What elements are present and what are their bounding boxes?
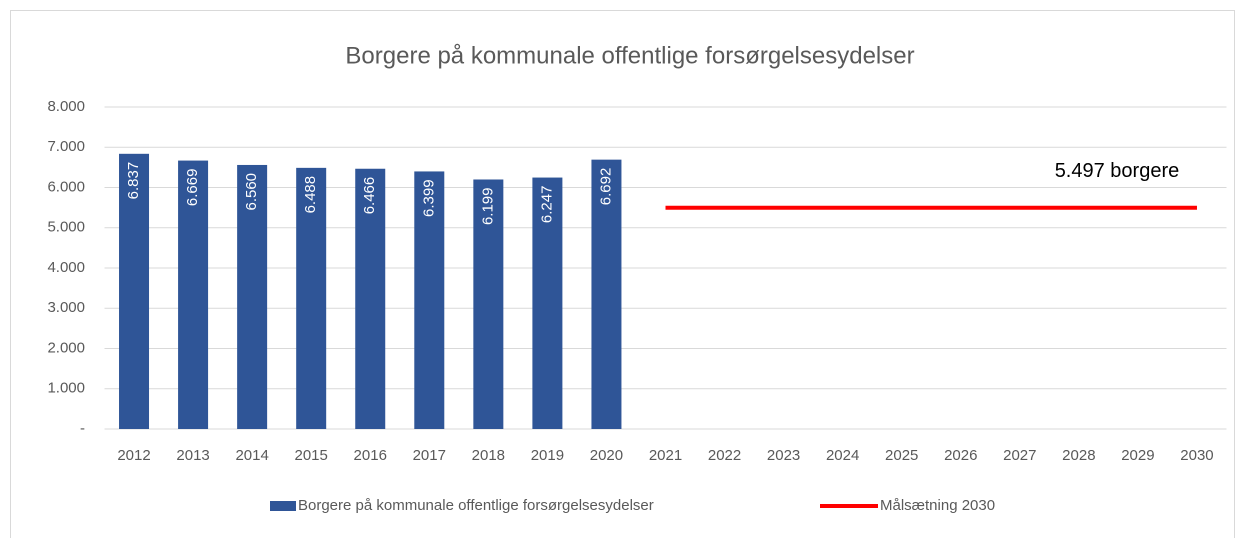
x-tick-label: 2018 bbox=[472, 447, 505, 464]
x-tick-label: 2017 bbox=[413, 447, 446, 464]
x-tick-label: 2019 bbox=[531, 447, 564, 464]
bar bbox=[296, 167, 327, 429]
x-tick-label: 2021 bbox=[649, 447, 682, 464]
y-tick-label: 8.000 bbox=[47, 98, 85, 115]
x-tick-label: 2029 bbox=[1121, 447, 1154, 464]
x-tick-label: 2028 bbox=[1062, 447, 1095, 464]
value-label: 6.692 bbox=[597, 168, 614, 206]
chart-title: Borgere på kommunale offentlige forsørge… bbox=[345, 42, 914, 69]
legend-label: Borgere på kommunale offentlige forsørge… bbox=[298, 497, 654, 514]
value-label: 6.837 bbox=[125, 162, 142, 200]
value-label: 6.669 bbox=[184, 169, 201, 207]
y-tick-label: 2.000 bbox=[47, 339, 85, 356]
x-tick-label: 2023 bbox=[767, 447, 800, 464]
value-label: 6.560 bbox=[243, 173, 260, 211]
legend-swatch bbox=[270, 501, 296, 511]
x-tick-label: 2015 bbox=[294, 447, 327, 464]
x-tick-label: 2014 bbox=[235, 447, 268, 464]
x-tick-label: 2022 bbox=[708, 447, 741, 464]
y-tick-label: 6.000 bbox=[47, 178, 85, 195]
bar bbox=[237, 164, 268, 429]
value-label: 6.199 bbox=[479, 187, 496, 225]
x-tick-label: 2025 bbox=[885, 447, 918, 464]
bar bbox=[591, 159, 622, 429]
bar bbox=[119, 153, 150, 430]
value-label: 6.247 bbox=[538, 186, 555, 224]
bar bbox=[532, 177, 563, 429]
x-tick-label: 2020 bbox=[590, 447, 623, 464]
x-tick-label: 2027 bbox=[1003, 447, 1036, 464]
x-tick-label: 2016 bbox=[354, 447, 387, 464]
y-tick-label: 1.000 bbox=[47, 380, 85, 397]
y-tick-label: 5.000 bbox=[47, 219, 85, 236]
x-tick-label: 2013 bbox=[176, 447, 209, 464]
x-tick-label: 2026 bbox=[944, 447, 977, 464]
x-tick-label: 2030 bbox=[1180, 447, 1213, 464]
y-tick-label: - bbox=[80, 420, 85, 437]
bar bbox=[355, 168, 386, 429]
value-label: 6.466 bbox=[361, 177, 378, 215]
chart-frame bbox=[10, 10, 1235, 538]
value-label: 6.399 bbox=[420, 179, 437, 217]
annotation: 5.497 borgere bbox=[1055, 160, 1180, 182]
x-tick-label: 2012 bbox=[117, 447, 150, 464]
y-tick-label: 3.000 bbox=[47, 299, 85, 316]
bar bbox=[178, 160, 209, 429]
x-tick-label: 2024 bbox=[826, 447, 859, 464]
bar bbox=[414, 171, 445, 429]
y-tick-label: 4.000 bbox=[47, 259, 85, 276]
value-label: 6.488 bbox=[302, 176, 319, 214]
bar bbox=[473, 179, 504, 429]
legend-label: Målsætning 2030 bbox=[880, 497, 995, 514]
y-tick-label: 7.000 bbox=[47, 138, 85, 155]
